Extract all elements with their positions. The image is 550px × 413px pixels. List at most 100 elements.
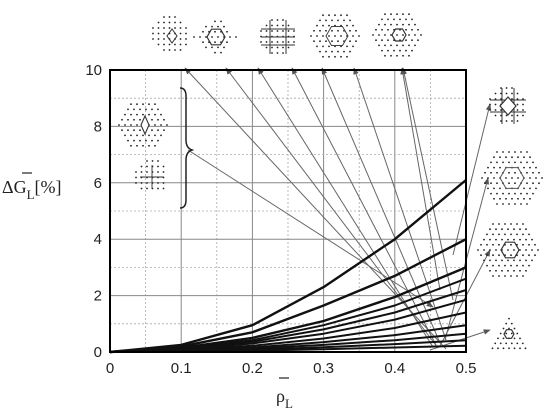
lattice-dot bbox=[529, 166, 531, 169]
lattice-dot bbox=[483, 249, 485, 251]
lattice-dot bbox=[157, 38, 160, 40]
lattice-dot bbox=[531, 259, 533, 262]
lattice-dot bbox=[316, 45, 318, 48]
lattice-dot bbox=[511, 114, 513, 117]
lattice-dot bbox=[271, 41, 273, 43]
lattice-dot bbox=[516, 120, 519, 122]
series-lines bbox=[109, 179, 467, 354]
lattice-dot bbox=[507, 259, 509, 262]
lattice-dot bbox=[522, 254, 524, 257]
lattice-dot bbox=[493, 156, 495, 159]
lattice-dot bbox=[511, 197, 513, 200]
lattice-dot bbox=[174, 43, 176, 46]
lattice-dot bbox=[516, 233, 518, 236]
lattice-dot bbox=[349, 29, 351, 32]
x-tick-label: 0.2 bbox=[242, 360, 263, 377]
lattice-dot bbox=[517, 177, 519, 179]
lattice-dot bbox=[405, 49, 407, 52]
lattice-dot bbox=[402, 34, 404, 36]
lattice-dot bbox=[408, 23, 410, 26]
lattice-dot bbox=[384, 44, 386, 47]
lattice-dot bbox=[538, 182, 540, 185]
lattice-dot bbox=[390, 54, 392, 57]
lattice-dot bbox=[322, 55, 324, 58]
lattice-dot bbox=[526, 203, 528, 205]
lattice-dot bbox=[127, 139, 129, 142]
lattice-dot bbox=[217, 46, 219, 49]
lattice-dot bbox=[396, 23, 398, 26]
lattice-dot bbox=[484, 182, 486, 185]
lattice-dot bbox=[163, 129, 165, 132]
lattice-dot bbox=[387, 28, 389, 31]
lattice-dot bbox=[502, 192, 504, 195]
lattice-dot bbox=[271, 24, 273, 27]
lattice-dot bbox=[519, 347, 521, 350]
lattice-dot bbox=[495, 269, 497, 272]
lattice-dot bbox=[489, 109, 491, 111]
lattice-dot bbox=[402, 13, 404, 16]
lattice-dot bbox=[166, 124, 168, 126]
lattice-dot bbox=[160, 124, 162, 126]
lattice-dot bbox=[501, 228, 503, 231]
lattice-dot bbox=[384, 13, 386, 16]
lattice-dot bbox=[135, 176, 137, 179]
lattice-dot bbox=[124, 124, 126, 126]
lattice-dot bbox=[205, 25, 207, 28]
lattice-dot bbox=[121, 129, 123, 132]
lattice-dot bbox=[511, 98, 513, 100]
lattice-dot bbox=[511, 120, 513, 122]
lattice-dot bbox=[500, 92, 502, 95]
lattice-dot bbox=[331, 50, 333, 53]
lattice-dot bbox=[130, 124, 132, 126]
lattice-dot bbox=[489, 259, 491, 262]
lattice-dot bbox=[537, 249, 539, 251]
y-tick-label: 0 bbox=[94, 344, 102, 361]
lattice-dot bbox=[337, 29, 339, 32]
y-axis-label-unit: [%] bbox=[35, 177, 62, 197]
lattice-dot bbox=[529, 156, 531, 159]
lattice-dot bbox=[142, 113, 144, 116]
lattice-dot bbox=[127, 118, 129, 121]
lattice-dot bbox=[139, 139, 141, 142]
lattice-dot bbox=[276, 41, 279, 43]
lattice-dot bbox=[494, 342, 497, 345]
lattice-dot bbox=[520, 161, 522, 164]
lattice-dot bbox=[492, 223, 494, 225]
y-tick-label: 4 bbox=[94, 231, 102, 248]
lattice-dot bbox=[521, 342, 524, 345]
lattice-dot bbox=[405, 39, 407, 42]
lattice-dot bbox=[349, 19, 351, 22]
lattice-dot bbox=[343, 50, 345, 53]
lattice-dot bbox=[535, 177, 537, 179]
lattice-dot bbox=[163, 118, 165, 121]
lattice-dot bbox=[163, 32, 165, 35]
lattice-dot bbox=[145, 139, 147, 142]
lattice-dot bbox=[508, 171, 510, 174]
lattice-dot bbox=[541, 177, 543, 179]
lattice-dot bbox=[146, 160, 148, 162]
lattice-dot bbox=[491, 347, 494, 350]
lattice-dot bbox=[334, 55, 336, 58]
lattice-dot bbox=[293, 30, 295, 32]
lattice-dot bbox=[140, 165, 143, 168]
lattice-dot bbox=[524, 347, 527, 350]
lattice-dot bbox=[510, 233, 512, 236]
lattice-dot bbox=[525, 249, 527, 251]
y-tick-label: 2 bbox=[94, 288, 102, 305]
lattice-dot bbox=[154, 103, 156, 106]
lattice-dot bbox=[390, 13, 392, 16]
lattice-dot bbox=[160, 134, 162, 137]
lattice-dot bbox=[414, 34, 416, 36]
lattice-dot bbox=[214, 30, 216, 33]
lattice-dot bbox=[139, 129, 141, 132]
lattice-dot bbox=[396, 44, 398, 47]
lattice-dot bbox=[494, 103, 497, 106]
lattice-dot bbox=[494, 98, 497, 100]
lattice-dot bbox=[502, 327, 505, 330]
lattice-dot bbox=[310, 35, 312, 37]
lattice-dot bbox=[519, 269, 521, 272]
lattice-dot bbox=[520, 151, 522, 153]
lattice-dot bbox=[528, 254, 530, 257]
lattice-dot bbox=[529, 177, 531, 179]
